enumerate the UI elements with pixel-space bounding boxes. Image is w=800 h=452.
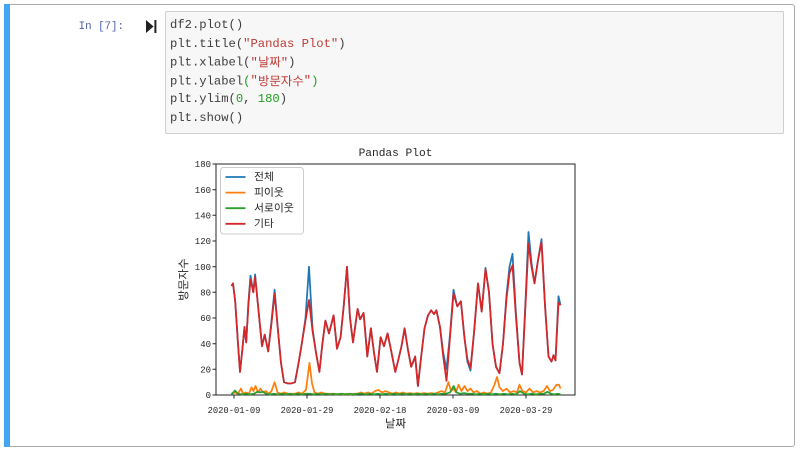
svg-text:2020-03-29: 2020-03-29 (500, 406, 553, 416)
svg-text:60: 60 (200, 314, 211, 324)
svg-text:180: 180 (195, 160, 211, 170)
svg-text:2020-01-29: 2020-01-29 (281, 406, 334, 416)
svg-text:80: 80 (200, 289, 211, 299)
svg-text:Pandas Plot: Pandas Plot (359, 148, 433, 160)
svg-text:2020-03-09: 2020-03-09 (427, 406, 480, 416)
svg-text:2020-01-09: 2020-01-09 (208, 406, 261, 416)
svg-text:0: 0 (206, 391, 211, 401)
svg-text:140: 140 (195, 212, 211, 222)
svg-text:40: 40 (200, 340, 211, 350)
svg-text:20: 20 (200, 366, 211, 376)
svg-text:100: 100 (195, 263, 211, 273)
svg-text:160: 160 (195, 186, 211, 196)
svg-text:120: 120 (195, 237, 211, 247)
svg-text:2020-02-18: 2020-02-18 (354, 406, 407, 416)
